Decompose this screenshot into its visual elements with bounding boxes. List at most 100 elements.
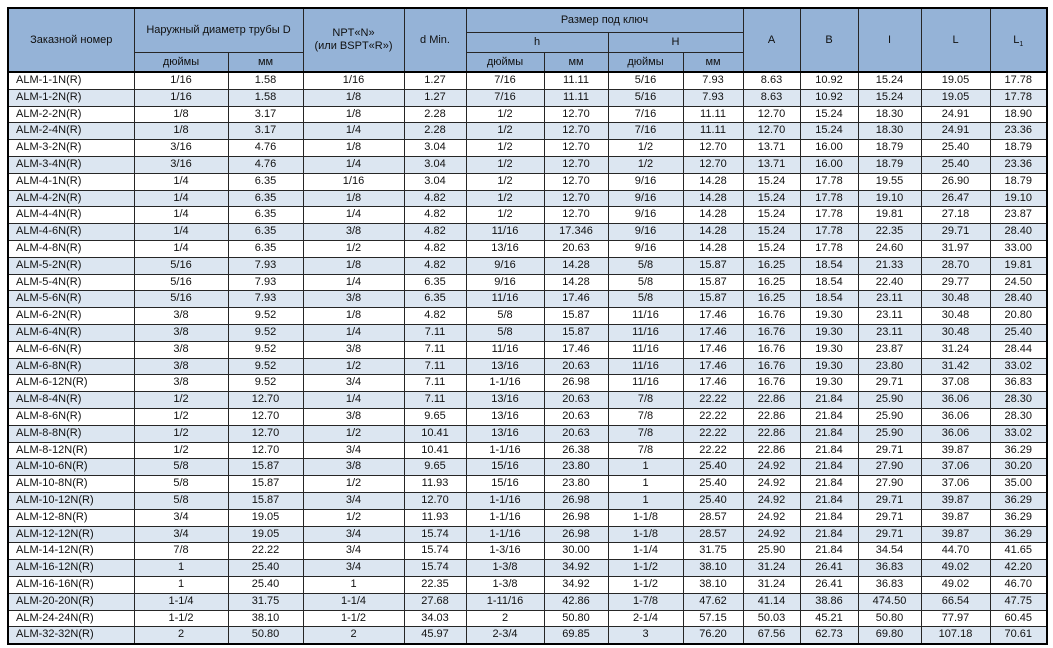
value-cell: 1-1/4 bbox=[607, 542, 684, 561]
order-number-cell: ALM-5-6N(R) bbox=[7, 290, 135, 309]
value-cell: 23.87 bbox=[857, 340, 922, 359]
value-cell: 28.57 bbox=[682, 525, 744, 544]
value-cell: 20.63 bbox=[543, 424, 609, 443]
value-cell: 26.98 bbox=[543, 374, 609, 393]
table-row: ALM-20-20N(R) 1-1/4 31.75 1-1/4 27.68 1-11/16… bbox=[7, 592, 1048, 611]
order-number-cell: ALM-6-12N(R) bbox=[7, 374, 135, 393]
order-number-cell: ALM-6-8N(R) bbox=[7, 357, 135, 376]
value-cell: 1/4 bbox=[302, 323, 405, 342]
value-cell: 18.79 bbox=[857, 155, 922, 174]
value-cell: 22.35 bbox=[857, 223, 922, 241]
value-cell: 47.75 bbox=[989, 592, 1048, 611]
value-cell: 18.79 bbox=[989, 139, 1048, 157]
value-cell: 39.87 bbox=[920, 508, 991, 527]
value-cell: 9/16 bbox=[607, 189, 684, 208]
value-cell: 3/8 bbox=[133, 374, 229, 393]
value-cell: 29.71 bbox=[857, 525, 922, 544]
order-number-cell: ALM-32-32N(R) bbox=[7, 626, 135, 645]
value-cell: 37.06 bbox=[920, 458, 991, 477]
value-cell: 24.91 bbox=[920, 122, 991, 141]
order-number-cell: ALM-6-4N(R) bbox=[7, 323, 135, 342]
table-row: ALM-2-4N(R) 1/8 3.17 1/4 2.28 1/2 12.70 7/16 11.… bbox=[7, 122, 1048, 141]
value-cell: 36.06 bbox=[920, 407, 991, 426]
value-cell: 25.40 bbox=[989, 323, 1048, 342]
value-cell: 4.76 bbox=[227, 155, 304, 174]
value-cell: 1/4 bbox=[302, 273, 405, 292]
value-cell: 22.86 bbox=[742, 441, 801, 460]
value-cell: 24.91 bbox=[920, 105, 991, 124]
value-cell: 1/2 bbox=[465, 172, 545, 191]
col-header-b: B bbox=[799, 7, 859, 73]
value-cell: 27.68 bbox=[403, 592, 467, 611]
value-cell: 29.71 bbox=[857, 374, 922, 393]
value-cell: 3/8 bbox=[302, 458, 405, 477]
value-cell: 11.11 bbox=[682, 122, 744, 141]
order-number-cell: ALM-24-24N(R) bbox=[7, 609, 135, 628]
value-cell: 5/8 bbox=[133, 491, 229, 510]
value-cell: 50.80 bbox=[227, 626, 304, 645]
value-cell: 19.05 bbox=[227, 525, 304, 544]
value-cell: 16.76 bbox=[742, 357, 801, 376]
value-cell: 107.18 bbox=[920, 626, 991, 645]
order-number-cell: ALM-10-6N(R) bbox=[7, 458, 135, 477]
value-cell: 44.70 bbox=[920, 542, 991, 561]
col-header-diameter-mm: мм bbox=[227, 51, 304, 73]
col-header-h-inches: дюймы bbox=[465, 51, 545, 73]
table-row: ALM-32-32N(R) 2 50.80 2 45.97 2-3/4 69.85 3 76.2… bbox=[7, 626, 1048, 645]
value-cell: 13/16 bbox=[465, 391, 545, 409]
value-cell: 1/4 bbox=[302, 122, 405, 141]
value-cell: 1/4 bbox=[302, 391, 405, 409]
value-cell: 26.90 bbox=[920, 172, 991, 191]
value-cell: 3/8 bbox=[302, 407, 405, 426]
value-cell: 29.71 bbox=[857, 441, 922, 460]
value-cell: 12.70 bbox=[543, 206, 609, 225]
value-cell: 1/4 bbox=[133, 206, 229, 225]
value-cell: 1/4 bbox=[133, 189, 229, 208]
value-cell: 11/16 bbox=[607, 340, 684, 359]
order-number-cell: ALM-4-6N(R) bbox=[7, 223, 135, 241]
value-cell: 18.54 bbox=[799, 256, 859, 275]
value-cell: 33.02 bbox=[989, 424, 1048, 443]
value-cell: 3/4 bbox=[302, 441, 405, 460]
order-number-cell: ALM-6-6N(R) bbox=[7, 340, 135, 359]
value-cell: 1/2 bbox=[133, 424, 229, 443]
value-cell: 2 bbox=[465, 609, 545, 628]
value-cell: 5/8 bbox=[465, 307, 545, 325]
value-cell: 4.82 bbox=[403, 239, 467, 258]
value-cell: 5/8 bbox=[607, 290, 684, 309]
value-cell: 6.35 bbox=[403, 290, 467, 309]
value-cell: 17.78 bbox=[989, 71, 1048, 90]
value-cell: 23.87 bbox=[989, 206, 1048, 225]
value-cell: 13/16 bbox=[465, 239, 545, 258]
order-number-cell: ALM-1-2N(R) bbox=[7, 88, 135, 107]
value-cell: 5/16 bbox=[133, 290, 229, 309]
value-cell: 17.46 bbox=[682, 323, 744, 342]
value-cell: 20.63 bbox=[543, 357, 609, 376]
value-cell: 17.78 bbox=[799, 172, 859, 191]
value-cell: 49.02 bbox=[920, 575, 991, 594]
value-cell: 3.04 bbox=[403, 155, 467, 174]
value-cell: 15.24 bbox=[799, 105, 859, 124]
value-cell: 9.52 bbox=[227, 357, 304, 376]
value-cell: 18.54 bbox=[799, 273, 859, 292]
value-cell: 22.35 bbox=[403, 575, 467, 594]
table-row: ALM-8-6N(R) 1/2 12.70 3/8 9.65 13/16 20.63 7/8 2… bbox=[7, 407, 1048, 426]
value-cell: 6.35 bbox=[227, 189, 304, 208]
value-cell: 1/8 bbox=[302, 88, 405, 107]
table-row: ALM-4-4N(R) 1/4 6.35 1/4 4.82 1/2 12.70 9/16 14.… bbox=[7, 206, 1048, 225]
value-cell: 18.30 bbox=[857, 105, 922, 124]
table-row: ALM-6-4N(R) 3/8 9.52 1/4 7.11 5/8 15.87 11/16 17… bbox=[7, 323, 1048, 342]
value-cell: 11/16 bbox=[607, 357, 684, 376]
value-cell: 1 bbox=[607, 491, 684, 510]
order-number-cell: ALM-10-12N(R) bbox=[7, 491, 135, 510]
value-cell: 19.81 bbox=[857, 206, 922, 225]
table-row: ALM-16-12N(R) 1 25.40 3/4 15.74 1-3/8 34.92 1-1… bbox=[7, 559, 1048, 577]
value-cell: 1-1/2 bbox=[133, 609, 229, 628]
value-cell: 62.73 bbox=[799, 626, 859, 645]
value-cell: 1-3/8 bbox=[465, 559, 545, 577]
value-cell: 11.93 bbox=[403, 475, 467, 493]
value-cell: 36.83 bbox=[857, 575, 922, 594]
value-cell: 11/16 bbox=[465, 290, 545, 309]
value-cell: 31.75 bbox=[682, 542, 744, 561]
value-cell: 1-1/16 bbox=[465, 491, 545, 510]
